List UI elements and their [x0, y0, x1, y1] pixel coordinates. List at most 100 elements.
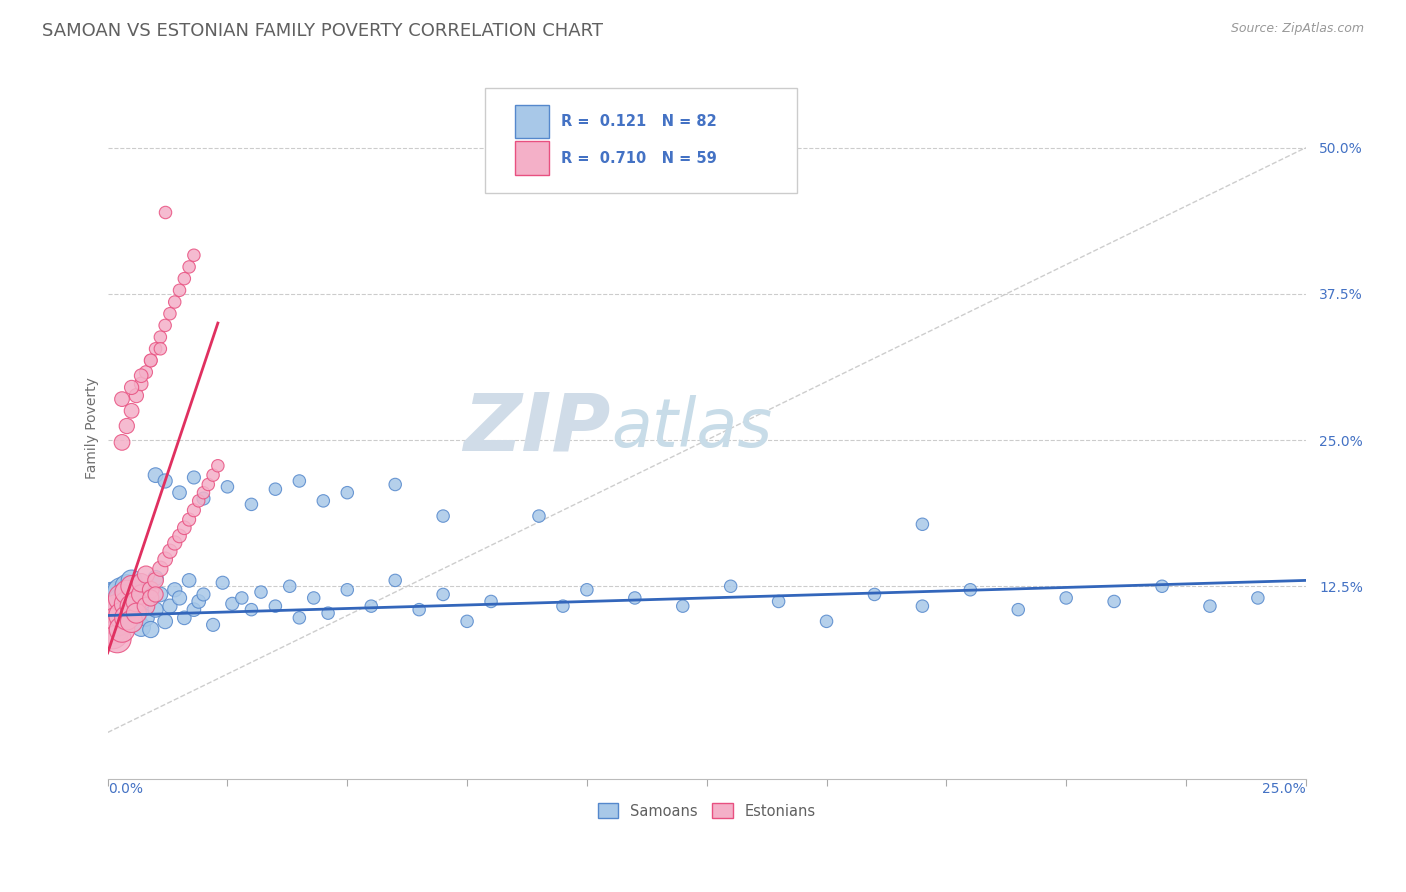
Point: [163, 536, 186, 550]
Point: [336, 485, 359, 500]
Point: [111, 392, 134, 406]
Point: [183, 470, 205, 484]
Point: [173, 271, 195, 285]
Point: [169, 283, 191, 297]
Point: [183, 503, 205, 517]
Point: [145, 602, 167, 616]
Point: [101, 626, 124, 640]
Point: [125, 594, 148, 608]
Point: [121, 599, 143, 614]
Point: [202, 468, 225, 483]
Point: [179, 574, 201, 588]
Text: Source: ZipAtlas.com: Source: ZipAtlas.com: [1230, 22, 1364, 36]
Text: atlas: atlas: [610, 395, 772, 461]
Text: R =  0.710   N = 59: R = 0.710 N = 59: [561, 151, 716, 166]
Point: [193, 587, 215, 601]
Point: [336, 582, 359, 597]
Point: [125, 388, 148, 402]
Point: [139, 582, 162, 597]
Point: [1102, 594, 1125, 608]
Point: [863, 587, 886, 601]
Point: [115, 611, 138, 625]
Point: [217, 480, 239, 494]
Point: [173, 521, 195, 535]
Point: [207, 458, 229, 473]
Point: [159, 544, 181, 558]
Point: [197, 477, 219, 491]
Point: [111, 435, 134, 450]
Point: [959, 582, 981, 597]
Point: [139, 591, 162, 605]
Point: [1150, 579, 1173, 593]
Point: [139, 591, 162, 605]
Point: [139, 623, 162, 637]
Point: [105, 615, 128, 629]
Point: [135, 365, 157, 379]
Point: [1007, 602, 1029, 616]
Point: [129, 587, 152, 601]
Point: [153, 205, 176, 219]
Point: [316, 606, 339, 620]
Point: [384, 574, 406, 588]
Point: [135, 599, 157, 614]
Point: [105, 599, 128, 614]
Legend: Samoans, Estonians: Samoans, Estonians: [592, 797, 821, 824]
Point: [169, 591, 191, 605]
Point: [135, 582, 157, 597]
Point: [115, 579, 138, 593]
Point: [720, 579, 742, 593]
Point: [672, 599, 695, 614]
Point: [115, 585, 138, 599]
Point: [115, 597, 138, 611]
Point: [125, 587, 148, 601]
Point: [302, 591, 325, 605]
Point: [432, 509, 454, 524]
Point: [125, 606, 148, 620]
Point: [1199, 599, 1222, 614]
Point: [193, 485, 215, 500]
Point: [121, 615, 143, 629]
Point: [360, 599, 382, 614]
Point: [153, 318, 176, 333]
Point: [149, 342, 172, 356]
Point: [221, 597, 243, 611]
Point: [240, 497, 263, 511]
FancyBboxPatch shape: [485, 88, 797, 194]
Point: [159, 307, 181, 321]
Point: [815, 615, 838, 629]
Point: [121, 615, 143, 629]
Point: [139, 353, 162, 368]
Text: R =  0.121   N = 82: R = 0.121 N = 82: [561, 114, 716, 129]
Point: [101, 602, 124, 616]
Point: [179, 512, 201, 526]
Point: [768, 594, 790, 608]
Point: [111, 623, 134, 637]
Point: [105, 602, 128, 616]
Text: 25.0%: 25.0%: [1263, 781, 1306, 796]
Point: [288, 474, 311, 488]
Text: 0.0%: 0.0%: [108, 781, 142, 796]
Point: [264, 482, 287, 496]
Bar: [515, 141, 548, 175]
Point: [163, 582, 186, 597]
Point: [240, 602, 263, 616]
Point: [173, 611, 195, 625]
Point: [183, 248, 205, 262]
Point: [129, 575, 152, 590]
Point: [456, 615, 478, 629]
Point: [202, 618, 225, 632]
Point: [125, 608, 148, 623]
Point: [384, 477, 406, 491]
Point: [111, 608, 134, 623]
Point: [153, 474, 176, 488]
Point: [139, 353, 162, 368]
Point: [179, 260, 201, 274]
Point: [1054, 591, 1077, 605]
Point: [145, 571, 167, 585]
Point: [121, 380, 143, 394]
Point: [1247, 591, 1270, 605]
Text: ZIP: ZIP: [464, 389, 610, 467]
Point: [121, 599, 143, 614]
Point: [169, 529, 191, 543]
Point: [278, 579, 301, 593]
